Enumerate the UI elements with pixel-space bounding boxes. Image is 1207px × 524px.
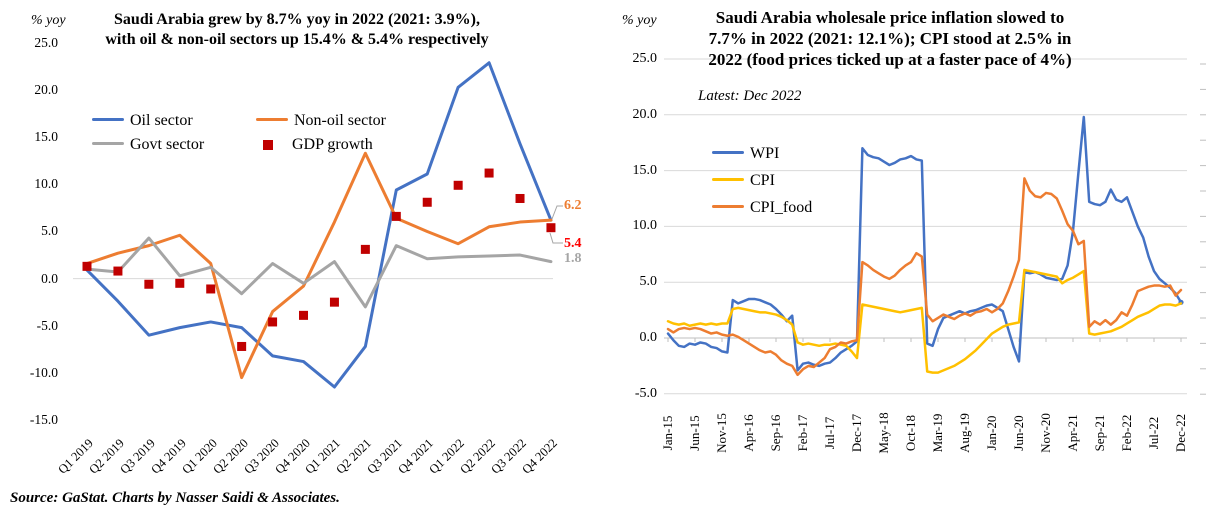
end-label-leader-bottom [549, 232, 563, 244]
gdp-growth-marker [206, 284, 216, 294]
left-legend-item-govt: Govt sector [92, 136, 204, 154]
left-legend-item-nonoil: Non-oil sector [256, 112, 386, 130]
right-y-tick-label: -5.0 [634, 385, 657, 401]
right-x-tick-label: Jul-17 [822, 416, 837, 450]
cpi-food-line [666, 177, 1183, 377]
left-chart-title: Saudi Arabia grew by 8.7% yoy in 2022 (2… [77, 10, 517, 50]
gdp-growth-marker [175, 278, 185, 288]
right-chart-title: Saudi Arabia wholesale price inflation s… [640, 7, 1140, 70]
left-y-tick-label: 5.0 [41, 223, 58, 239]
gdp-growth-square-swatch [263, 140, 273, 150]
right-axis-unit-label: % yoy [622, 13, 657, 28]
right-y-tick-label: 0.0 [639, 330, 658, 345]
oil-sector-legend-label: Oil sector [130, 112, 193, 129]
right-x-tick-label: Jan-20 [984, 415, 999, 451]
cpi-legend-label: CPI [750, 172, 775, 189]
left-y-tick-label: 15.0 [34, 129, 58, 145]
gdp-growth-marker [237, 341, 247, 351]
left-y-tick-label: -15.0 [29, 411, 58, 427]
non-oil-sector-line [85, 151, 553, 380]
right-legend-item-cpi: CPI [712, 172, 775, 190]
right-chart-title-line1: Saudi Arabia wholesale price inflation s… [715, 8, 1065, 27]
right-x-tick-label: Aug-19 [957, 413, 972, 453]
gdp-growth-marker [546, 223, 556, 233]
right-y-tick-label: 15.0 [632, 162, 658, 178]
left-y-tick-label: -5.0 [36, 317, 58, 333]
end-value-label-nonoil: 6.2 [564, 198, 582, 213]
gdp-growth-marker [484, 168, 494, 178]
left-chart-title-line1: Saudi Arabia grew by 8.7% yoy in 2022 (2… [114, 11, 480, 28]
wpi-line [666, 115, 1183, 372]
right-x-tick-label: Jun-15 [687, 415, 702, 451]
right-x-tick-label: Mar-19 [930, 413, 945, 453]
right-y-tick-label: 20.0 [632, 106, 658, 122]
right-x-tick-label: Nov-15 [714, 413, 729, 453]
cpi-food-legend-label: CPI_food [750, 199, 813, 216]
oil-sector-line [85, 61, 553, 389]
right-x-tick-label: Jul-22 [1146, 416, 1161, 450]
gdp-growth-marker [422, 197, 432, 207]
right-y-tick-label: 5.0 [639, 274, 658, 290]
gdp-growth-marker [391, 211, 401, 221]
nonoil-sector-line-swatch [256, 117, 288, 121]
left-y-tick-label: 25.0 [34, 35, 58, 50]
source-note: Source: GaStat. Charts by Nasser Saidi &… [10, 490, 340, 506]
cpi-line-swatch [712, 177, 744, 181]
gdp-growth-marker [515, 193, 525, 203]
right-x-tick-label: Jan-15 [660, 415, 675, 451]
right-chart-title-line3: 2022 (food prices ticked up at a faster … [708, 50, 1072, 69]
left-y-tick-label: -10.0 [29, 364, 58, 380]
gdp-growth-marker [360, 244, 370, 254]
right-y-tick-label: 10.0 [632, 218, 658, 234]
gdp-growth-marker [453, 180, 463, 190]
left-legend-item-oil: Oil sector [92, 112, 193, 130]
gdp-growth-marker [268, 317, 278, 327]
govt-sector-line-swatch [92, 141, 124, 145]
nonoil-sector-legend-label: Non-oil sector [294, 112, 386, 129]
gdp-growth-marker [299, 310, 309, 320]
left-y-tick-label: 0.0 [41, 270, 58, 286]
right-legend-item-cpi-food: CPI_food [712, 199, 812, 217]
right-x-tick-label: Apr-21 [1065, 414, 1080, 452]
cpi-line [666, 268, 1183, 374]
left-chart-title-line2: with oil & non-oil sectors up 15.4% & 5.… [105, 31, 489, 48]
govt-sector-legend-label: Govt sector [130, 136, 205, 153]
govt-sector-line [85, 236, 553, 309]
right-x-tick-label: Nov-20 [1038, 413, 1053, 453]
left-y-tick-label: 20.0 [34, 82, 58, 98]
left-y-tick-label: 10.0 [34, 176, 58, 192]
gdp-growth-marker [82, 261, 92, 271]
oil-sector-line-swatch [92, 117, 124, 121]
end-value-label-govt: 1.8 [564, 251, 582, 266]
right-x-tick-label: Dec-17 [849, 413, 864, 453]
right-x-tick-label: May-18 [876, 412, 891, 454]
right-legend-item-wpi: WPI [712, 145, 779, 163]
right-chart-title-line2: 7.7% in 2022 (2021: 12.1%); CPI stood at… [708, 29, 1072, 48]
cpi-food-line-swatch [712, 204, 744, 208]
wpi-line-swatch [712, 150, 744, 154]
right-x-tick-label: Feb-22 [1119, 414, 1134, 452]
right-x-tick-label: Apr-16 [741, 414, 756, 452]
right-x-tick-label: Sep-21 [1092, 414, 1107, 452]
right-x-tick-label: Dec-22 [1173, 413, 1188, 453]
left-legend-item-gdp: GDP growth [263, 136, 373, 154]
gdp-growth-marker [144, 279, 154, 289]
gdp-growth-marker [329, 297, 339, 307]
right-x-tick-label: Sep-16 [768, 414, 783, 452]
right-x-tick-label: Feb-17 [795, 414, 810, 452]
left-axis-unit-label: % yoy [31, 13, 66, 28]
end-value-label-gdp: 5.4 [564, 236, 582, 251]
end-label-leader-top [551, 205, 563, 220]
right-y-tick-label: 25.0 [632, 51, 658, 66]
right-chart-subtitle: Latest: Dec 2022 [698, 88, 802, 104]
right-x-tick-label: Oct-18 [903, 414, 918, 452]
gdp-growth-legend-label: GDP growth [292, 136, 373, 153]
right-x-tick-label: Jun-20 [1011, 415, 1026, 451]
gdp-growth-marker [113, 266, 123, 276]
wpi-legend-label: WPI [750, 145, 780, 162]
